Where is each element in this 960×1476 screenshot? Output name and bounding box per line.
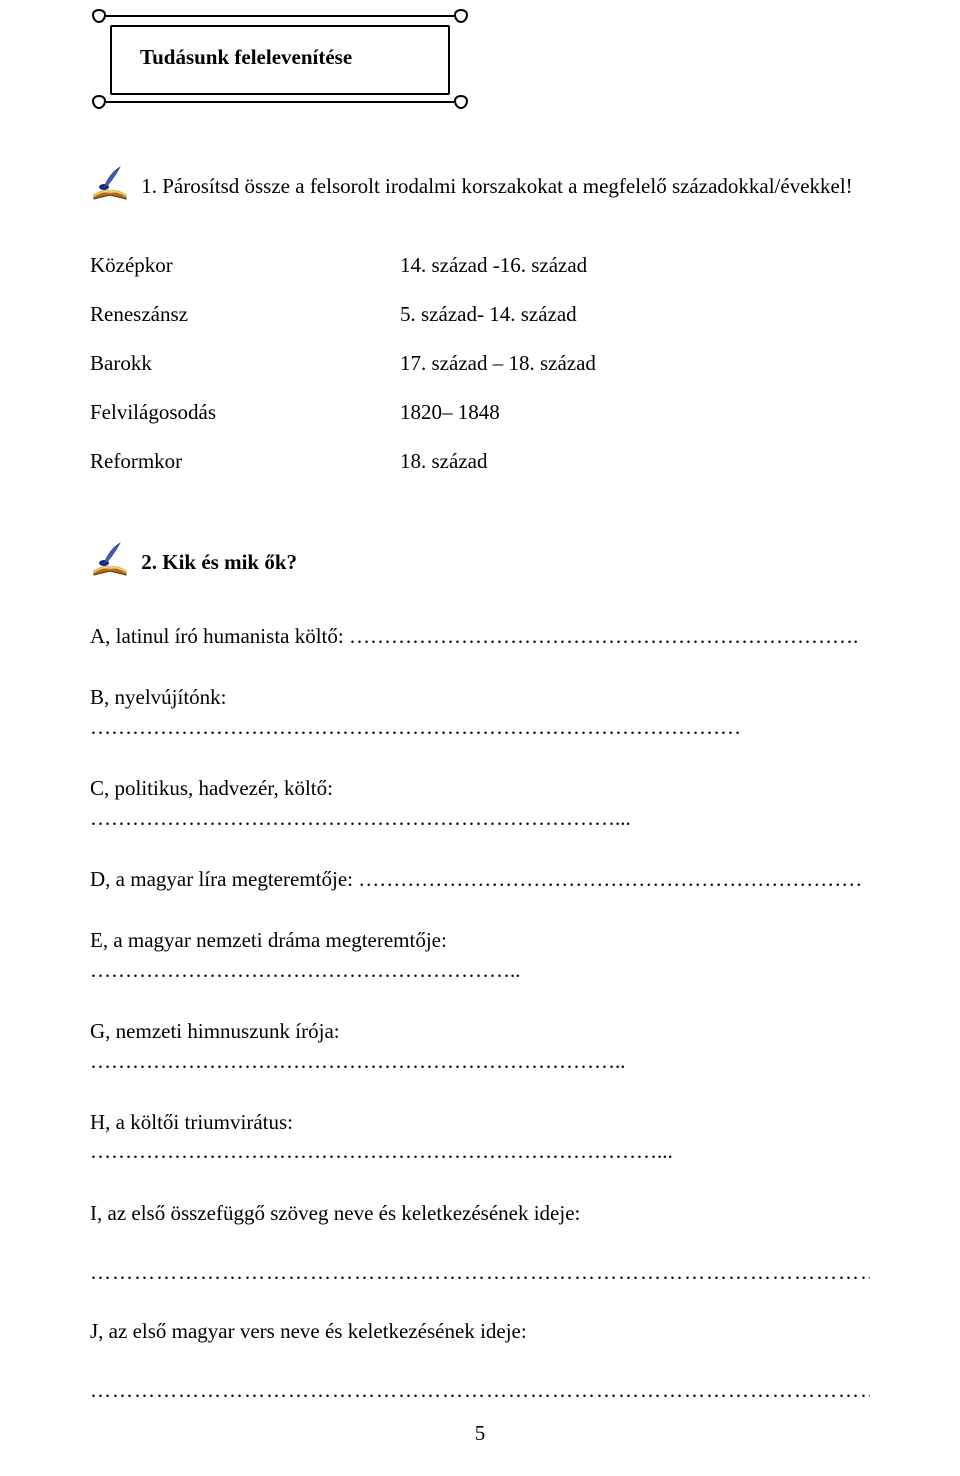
match-table: Középkor 14. század -16. század Reneszán… — [90, 241, 596, 486]
fill-line-e: E, a magyar nemzeti dráma megteremtője: … — [90, 926, 870, 985]
scroll-top-rod — [96, 11, 464, 23]
period-cell: 17. század – 18. század — [400, 339, 596, 388]
fill-line-d: D, a magyar líra megteremtője: ………………………… — [90, 865, 870, 894]
book-quill-icon — [90, 165, 132, 211]
task2-heading-line: 2. Kik és mik ők? — [90, 541, 870, 587]
page-number: 5 — [0, 1421, 960, 1446]
scroll-bottom-rod — [96, 97, 464, 109]
task1-prompt-line: 1. Párosítsd össze a felsorolt irodalmi … — [90, 165, 870, 211]
fill-line-a: A, latinul író humanista költő: ……………………… — [90, 622, 870, 651]
period-cell: 5. század- 14. század — [400, 290, 596, 339]
table-row: Reneszánsz 5. század- 14. század — [90, 290, 596, 339]
period-cell: 18. század — [400, 437, 596, 486]
scroll-header-box: Tudásunk felelevenítése — [100, 15, 460, 105]
era-cell: Felvilágosodás — [90, 388, 400, 437]
fill-line-g: G, nemzeti himnuszunk írója: ……………………………… — [90, 1017, 870, 1076]
table-row: Középkor 14. század -16. század — [90, 241, 596, 290]
book-quill-icon — [90, 541, 132, 587]
era-cell: Reneszánsz — [90, 290, 400, 339]
era-cell: Reformkor — [90, 437, 400, 486]
dotted-line-j: ………………………………………………………………………………………………....… — [90, 1378, 870, 1403]
table-row: Reformkor 18. század — [90, 437, 596, 486]
era-cell: Barokk — [90, 339, 400, 388]
fill-line-i: I, az első összefüggő szöveg neve és kel… — [90, 1199, 870, 1228]
fill-line-c: C, politikus, hadvezér, költő: ………………………… — [90, 774, 870, 833]
task1-prompt: 1. Párosítsd össze a felsorolt irodalmi … — [141, 174, 852, 198]
scroll-frame — [110, 25, 450, 95]
fill-line-h: H, a költői triumvirátus: ……………………………………… — [90, 1108, 870, 1167]
table-row: Barokk 17. század – 18. század — [90, 339, 596, 388]
fill-line-b: B, nyelvújítónk: ……………………………………………………………… — [90, 683, 870, 742]
era-cell: Középkor — [90, 241, 400, 290]
dotted-line-i: ………………………………………………………………………………………………... — [90, 1260, 870, 1285]
fill-line-j: J, az első magyar vers neve és keletkezé… — [90, 1317, 870, 1346]
task2-heading: 2. Kik és mik ők? — [141, 550, 297, 574]
period-cell: 14. század -16. század — [400, 241, 596, 290]
task2-block: 2. Kik és mik ők? A, latinul író humanis… — [90, 541, 870, 1403]
table-row: Felvilágosodás 1820– 1848 — [90, 388, 596, 437]
period-cell: 1820– 1848 — [400, 388, 596, 437]
